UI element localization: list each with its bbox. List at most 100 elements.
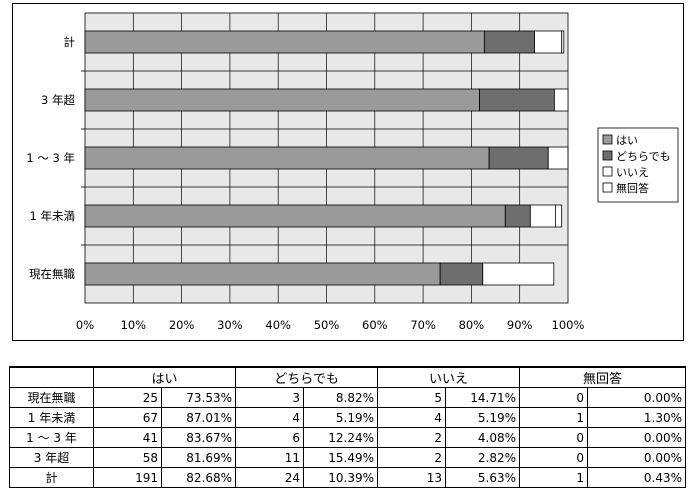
header-no-answer: 無回答 <box>519 366 687 388</box>
table-row: 現在無職 25 73.53% 3 8.82% 5 14.71% 0 0.00% <box>9 387 687 408</box>
bar-segment <box>479 88 555 112</box>
count-cell: 0 <box>519 387 589 408</box>
bar-segment <box>554 204 563 228</box>
table-row: 1 〜 3 年 41 83.67% 6 12.24% 2 4.08% 0 0.00% <box>9 427 687 448</box>
bar-segment <box>561 30 565 54</box>
table-row: 計 191 82.68% 24 10.39% 13 5.63% 1 0.43% <box>9 467 687 488</box>
bar-segment <box>553 88 569 112</box>
count-cell: 0 <box>519 447 589 468</box>
bar-segment <box>547 146 569 170</box>
percent-cell: 12.24% <box>303 427 379 448</box>
count-cell: 3 <box>235 387 305 408</box>
percent-cell: 5.19% <box>303 407 379 428</box>
bar-segment <box>534 30 563 54</box>
bar-segment <box>84 88 480 112</box>
y-category-label: 1 〜 3 年 <box>26 151 75 165</box>
bar-segment <box>84 30 485 54</box>
legend-swatch <box>602 182 613 193</box>
percent-cell: 5.19% <box>445 407 521 428</box>
percent-cell: 5.63% <box>445 467 521 488</box>
data-table: はい どちらでも いいえ 無回答 現在無職 25 73.53% 3 8.82% 5 14.7… <box>9 366 687 488</box>
percent-cell: 14.71% <box>445 387 521 408</box>
bar-segment <box>488 146 549 170</box>
percent-cell: 8.82% <box>303 387 379 408</box>
row-label: 1 年未満 <box>9 407 94 428</box>
count-cell: 4 <box>377 407 447 428</box>
legend-label: はい <box>616 134 638 147</box>
count-cell: 25 <box>93 387 162 408</box>
bar-segment <box>483 30 535 54</box>
x-tick-label: 10% <box>121 318 147 332</box>
x-tick-label: 50% <box>314 318 340 332</box>
row-label: 現在無職 <box>9 387 94 408</box>
legend-swatch <box>602 150 613 161</box>
x-tick-label: 60% <box>362 318 388 332</box>
x-tick-label: 80% <box>459 318 485 332</box>
x-tick-label: 70% <box>410 318 436 332</box>
stacked-bar-chart: 0% 10% 20% 30% 40% 50% 60% 70% 80% 90% 100% 計 3 年超 1 … <box>26 12 679 332</box>
count-cell: 6 <box>235 427 305 448</box>
bar-segment <box>84 262 441 286</box>
percent-cell: 1.30% <box>587 407 687 428</box>
percent-cell: 0.00% <box>587 427 687 448</box>
count-cell: 67 <box>93 407 162 428</box>
count-cell: 0 <box>519 427 589 448</box>
count-cell: 13 <box>377 467 447 488</box>
bar-segment <box>84 204 506 228</box>
y-category-label: 3 年超 <box>41 93 75 107</box>
count-cell: 41 <box>93 427 162 448</box>
header-neither: どちらでも <box>235 366 379 388</box>
percent-cell: 83.67% <box>160 427 237 448</box>
bar-segment <box>439 262 484 286</box>
x-tick-label: 90% <box>507 318 533 332</box>
count-cell: 58 <box>93 447 162 468</box>
table-corner-cell <box>9 366 94 388</box>
row-label: 3 年超 <box>9 447 94 468</box>
row-label: 計 <box>9 467 94 488</box>
x-tick-label: 30% <box>217 318 243 332</box>
header-no: いいえ <box>377 366 521 388</box>
count-cell: 1 <box>519 467 589 488</box>
percent-cell: 81.69% <box>160 447 237 468</box>
count-cell: 1 <box>519 407 589 428</box>
table-header-row: はい どちらでも いいえ 無回答 <box>9 366 687 388</box>
count-cell: 191 <box>93 467 162 488</box>
x-tick-label: 0% <box>76 318 94 332</box>
percent-cell: 15.49% <box>303 447 379 468</box>
chart-frame: 0% 10% 20% 30% 40% 50% 60% 70% 80% 90% 100% 計 3 年超 1 … <box>12 3 684 341</box>
x-tick-label: 20% <box>169 318 195 332</box>
legend-label: どちらでも <box>616 150 671 163</box>
percent-cell: 0.00% <box>587 387 687 408</box>
legend-label: いいえ <box>616 166 649 179</box>
legend-swatch <box>602 134 613 145</box>
percent-cell: 0.00% <box>587 447 687 468</box>
bar-segment <box>482 262 555 286</box>
percent-cell: 2.82% <box>445 447 521 468</box>
y-category-label: 現在無職 <box>29 267 75 281</box>
percent-cell: 87.01% <box>160 407 237 428</box>
bar-segment <box>529 204 556 228</box>
count-cell: 24 <box>235 467 305 488</box>
x-tick-label: 100% <box>552 318 585 332</box>
table-row: 1 年未満 67 87.01% 4 5.19% 4 5.19% 1 1.30% <box>9 407 687 428</box>
bar-segment <box>84 146 490 170</box>
table-row: 3 年超 58 81.69% 11 15.49% 2 2.82% 0 0.00% <box>9 447 687 468</box>
y-category-label: 1 年未満 <box>30 209 75 223</box>
percent-cell: 10.39% <box>303 467 379 488</box>
percent-cell: 73.53% <box>160 387 237 408</box>
table-body: 現在無職 25 73.53% 3 8.82% 5 14.71% 0 0.00% 1 年未満 67 87… <box>9 387 687 488</box>
legend-label: 無回答 <box>616 181 649 195</box>
count-cell: 11 <box>235 447 305 468</box>
y-category-label: 計 <box>64 35 76 49</box>
header-yes: はい <box>92 366 237 388</box>
row-label: 1 〜 3 年 <box>9 427 94 448</box>
count-cell: 4 <box>235 407 305 428</box>
legend-swatch <box>602 166 613 177</box>
count-cell: 2 <box>377 447 447 468</box>
percent-cell: 4.08% <box>445 427 521 448</box>
count-cell: 5 <box>377 387 447 408</box>
bar-segment <box>504 204 531 228</box>
count-cell: 2 <box>377 427 447 448</box>
percent-cell: 0.43% <box>587 467 687 488</box>
x-tick-label: 40% <box>265 318 291 332</box>
